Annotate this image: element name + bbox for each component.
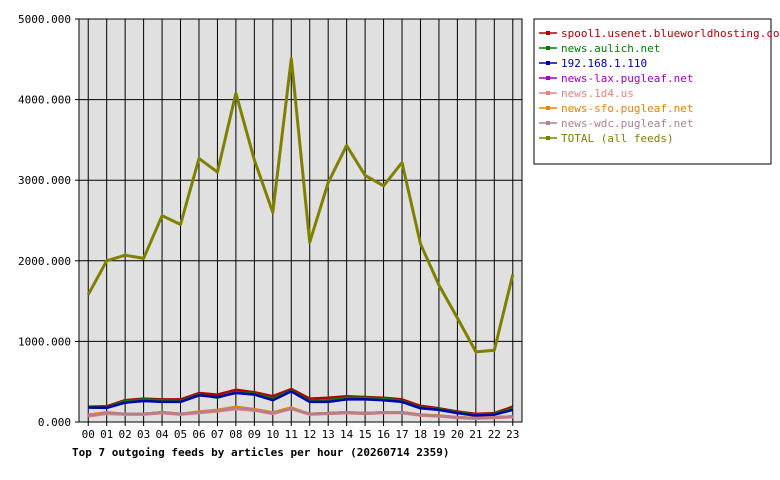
legend-label: TOTAL (all feeds) bbox=[561, 132, 674, 145]
x-tick-label: 12 bbox=[303, 428, 316, 441]
series-lines bbox=[86, 57, 515, 421]
x-tick-label: 21 bbox=[469, 428, 482, 441]
legend-label: news-sfo.pugleaf.net bbox=[561, 102, 693, 115]
x-tick-label: 03 bbox=[137, 428, 150, 441]
y-tick-label: 3000.000 bbox=[18, 174, 71, 187]
legend-marker bbox=[546, 31, 550, 35]
x-tick-label: 13 bbox=[322, 428, 335, 441]
chart-title: Top 7 outgoing feeds by articles per hou… bbox=[72, 446, 450, 459]
legend-label: 192.168.1.110 bbox=[561, 57, 647, 70]
x-tick-label: 10 bbox=[266, 428, 279, 441]
x-tick-label: 20 bbox=[451, 428, 464, 441]
x-tick-label: 06 bbox=[192, 428, 205, 441]
plot-frame bbox=[78, 18, 523, 423]
x-tick-label: 11 bbox=[285, 428, 298, 441]
x-tick-label: 09 bbox=[248, 428, 261, 441]
legend-marker bbox=[546, 76, 550, 80]
x-tick-label: 22 bbox=[488, 428, 501, 441]
x-tick-label: 01 bbox=[100, 428, 113, 441]
x-tick-label: 05 bbox=[174, 428, 187, 441]
series-line bbox=[86, 57, 515, 354]
plot-background bbox=[78, 18, 523, 423]
y-axis-ticks: 0.000 1000.000 2000.000 3000.000 4000.000 500… bbox=[18, 13, 79, 429]
legend-marker bbox=[546, 106, 550, 110]
x-tick-label: 17 bbox=[395, 428, 408, 441]
legend-marker bbox=[546, 91, 550, 95]
legend-marker bbox=[546, 136, 550, 140]
x-tick-label: 19 bbox=[432, 428, 445, 441]
y-tick-label: 5000.000 bbox=[18, 13, 71, 26]
legend: spool1.usenet.blueworldhosting.com news.a… bbox=[533, 18, 780, 165]
x-tick-label: 15 bbox=[358, 428, 371, 441]
x-tick-label: 08 bbox=[229, 428, 242, 441]
y-tick-label: 1000.000 bbox=[18, 335, 71, 348]
legend-label: spool1.usenet.blueworldhosting.com bbox=[561, 27, 780, 40]
y-tick-label: 0.000 bbox=[38, 416, 71, 429]
legend-marker bbox=[546, 46, 550, 50]
legend-box bbox=[533, 18, 772, 165]
y-tick-label: 4000.000 bbox=[18, 94, 71, 107]
legend-label: news-wdc.pugleaf.net bbox=[561, 117, 693, 130]
series-line bbox=[88, 406, 513, 420]
x-tick-label: 14 bbox=[340, 428, 354, 441]
x-axis-ticks: 00 01 02 03 04 05 06 07 08 09 10 11 12 13 14 15 16 17 18 19… bbox=[82, 422, 519, 441]
x-tick-label: 16 bbox=[377, 428, 390, 441]
y-tick-label: 2000.000 bbox=[18, 255, 71, 268]
x-tick-label: 02 bbox=[119, 428, 132, 441]
x-tick-label: 23 bbox=[506, 428, 519, 441]
x-tick-label: 00 bbox=[82, 428, 95, 441]
legend-label: news.aulich.net bbox=[561, 42, 660, 55]
series-line bbox=[88, 390, 514, 417]
legend-label: news-lax.pugleaf.net bbox=[561, 72, 693, 85]
legend-label: news.1d4.us bbox=[561, 87, 634, 100]
legend-marker bbox=[546, 61, 550, 65]
x-tick-label: 18 bbox=[414, 428, 427, 441]
legend-marker bbox=[546, 121, 550, 125]
x-tick-label: 04 bbox=[155, 428, 169, 441]
x-tick-label: 07 bbox=[211, 428, 224, 441]
